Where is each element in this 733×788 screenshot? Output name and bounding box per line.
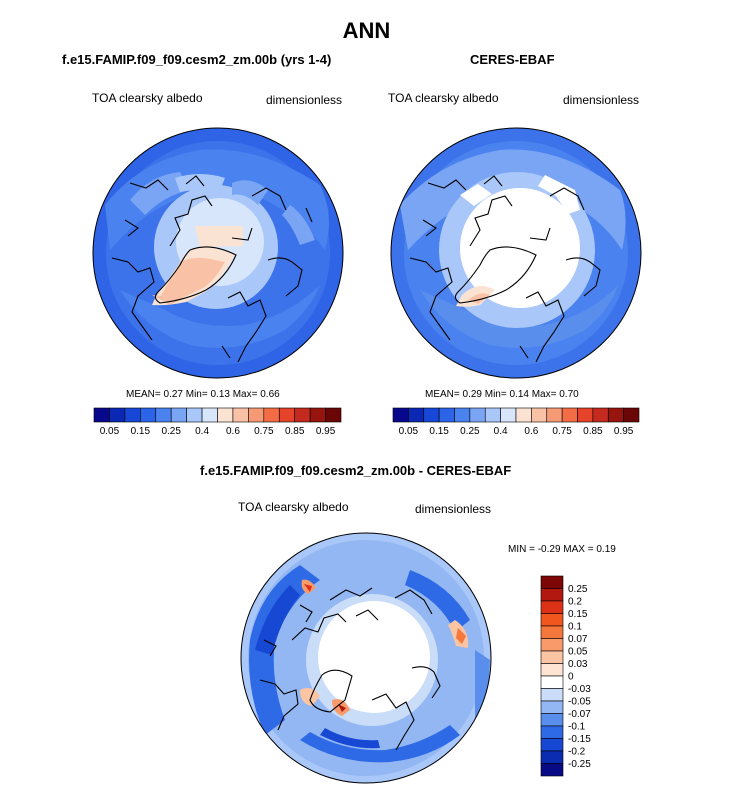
colorbar-obs-swatch [531, 407, 548, 423]
colorbar-obs-tick-label: 0.75 [552, 426, 572, 437]
colorbar-diff-tick-label: -0.03 [568, 684, 591, 695]
colorbar-model-tick-label: 0.6 [226, 426, 240, 437]
colorbar-obs-swatch [607, 407, 624, 423]
panel-model-title: f.e15.FAMIP.f09_f09.cesm2_zm.00b (yrs 1-… [62, 52, 332, 67]
polar-map-obs [390, 127, 642, 379]
colorbar-model-swatch [294, 407, 311, 423]
colorbar-diff-tick-label: 0.07 [568, 634, 588, 645]
panel-obs-title: CERES-EBAF [470, 52, 555, 67]
colorbar-diff-swatch [540, 688, 564, 702]
colorbar-obs-swatch [408, 407, 425, 423]
colorbar-diff-swatch [540, 575, 564, 589]
colorbar-obs-swatch [423, 407, 440, 423]
colorbar-model-swatch [124, 407, 141, 423]
colorbar-diff-tick-label: 0.25 [568, 584, 588, 595]
colorbar-obs-swatch [469, 407, 486, 423]
figure-title: ANN [342, 18, 391, 43]
panel-model-units: dimensionless [266, 93, 343, 107]
colorbar-model-swatch [93, 407, 110, 423]
colorbar-obs-swatch [392, 407, 409, 423]
colorbar-diff-swatch [540, 675, 564, 689]
colorbar-obs-tick-label: 0.95 [614, 426, 634, 437]
colorbar-diff-tick-label: -0.25 [568, 759, 591, 770]
colorbar-diff-swatch [540, 650, 564, 664]
colorbar-diff-swatch [540, 613, 564, 627]
colorbar-obs-swatch [515, 407, 532, 423]
colorbar-diff-tick-label: -0.05 [568, 697, 591, 708]
panel-model-variable: TOA clearsky albedo [92, 91, 203, 105]
colorbar-model-tick-label: 0.05 [100, 426, 120, 437]
colorbar-diff-swatch [540, 638, 564, 652]
colorbar-diff-tick-label: 0 [568, 672, 574, 683]
panel-diff-variable: TOA clearsky albedo [238, 500, 349, 514]
colorbar-diff-swatch [540, 600, 564, 614]
panel-obs-units: dimensionless [563, 93, 640, 107]
panel-model-stats: MEAN= 0.27 Min= 0.13 Max= 0.66 [126, 389, 280, 400]
colorbar-model-swatch [309, 407, 326, 423]
colorbar-obs-swatch [623, 407, 640, 423]
colorbar-model-swatch [263, 407, 280, 423]
colorbar-obs-swatch [546, 407, 563, 423]
colorbar-diff-tick-label: 0.03 [568, 659, 588, 670]
colorbar-diff-tick-label: -0.07 [568, 709, 591, 720]
panel-diff-title: f.e15.FAMIP.f09_f09.cesm2_zm.00b - CERES… [200, 463, 512, 478]
colorbar-model-tick-label: 0.85 [285, 426, 305, 437]
colorbar-model-swatch [140, 407, 157, 423]
colorbar-model-tick-label: 0.15 [131, 426, 151, 437]
colorbar-diff-swatch [540, 625, 564, 639]
colorbar-obs-tick-label: 0.6 [524, 426, 538, 437]
colorbar-diff-tick-label: -0.1 [568, 722, 586, 733]
colorbar-model-tick-label: 0.95 [316, 426, 336, 437]
colorbar-diff-swatch [540, 763, 564, 777]
colorbar-diff-swatch [540, 700, 564, 714]
colorbar-obs-swatch [561, 407, 578, 423]
colorbar-diff-tick-label: 0.1 [568, 622, 582, 633]
panel-obs-variable: TOA clearsky albedo [388, 91, 499, 105]
colorbar-model-tick-label: 0.4 [195, 426, 209, 437]
colorbar-obs-tick-label: 0.4 [494, 426, 508, 437]
colorbar-obs-tick-label: 0.25 [460, 426, 480, 437]
colorbar-diff-swatch [540, 663, 564, 677]
colorbar-diff-tick-label: -0.15 [568, 734, 591, 745]
colorbar-obs-swatch [484, 407, 501, 423]
colorbar-obs-swatch [592, 407, 609, 423]
colorbar-model-swatch [248, 407, 265, 423]
colorbar-diff-swatch [540, 725, 564, 739]
colorbar-diff-swatch [540, 750, 564, 764]
colorbar-diff-tick-label: 0.2 [568, 597, 582, 608]
colorbar-obs-swatch [454, 407, 471, 423]
colorbar-model-tick-label: 0.25 [161, 426, 181, 437]
colorbar-obs-swatch [500, 407, 517, 423]
colorbar-obs-swatch [577, 407, 594, 423]
colorbar-model-swatch [201, 407, 218, 423]
colorbar-model-swatch [232, 407, 249, 423]
colorbar-diff-swatch [540, 588, 564, 602]
polar-map-model [92, 127, 344, 379]
colorbar-diff-swatch [540, 738, 564, 752]
colorbar-model-swatch [186, 407, 203, 423]
colorbar-diff-swatch [540, 713, 564, 727]
colorbar-obs-tick-label: 0.15 [429, 426, 449, 437]
colorbar-diff-tick-label: -0.2 [568, 747, 586, 758]
panel-diff-units: dimensionless [415, 502, 492, 516]
panel-obs-stats: MEAN= 0.29 Min= 0.14 Max= 0.70 [425, 389, 579, 400]
colorbar-model: 0.05 0.15 0.25 0.4 0.6 0.75 0.85 0.95 [93, 407, 342, 437]
colorbar-model-swatch [325, 407, 342, 423]
colorbar-obs-tick-label: 0.05 [399, 426, 419, 437]
colorbar-model-swatch [278, 407, 295, 423]
colorbar-model-swatch [109, 407, 126, 423]
colorbar-diff: 0.250.20.150.10.070.050.030-0.03-0.05-0.… [540, 575, 591, 777]
colorbar-diff-tick-label: 0.05 [568, 647, 588, 658]
colorbar-model-swatch [170, 407, 187, 423]
colorbar-model-tick-label: 0.75 [254, 426, 274, 437]
colorbar-obs-swatch [438, 407, 455, 423]
colorbar-diff-tick-label: 0.15 [568, 609, 588, 620]
colorbar-model-swatch [217, 407, 234, 423]
colorbar-obs: 0.05 0.15 0.25 0.4 0.6 0.75 0.85 0.95 [392, 407, 640, 437]
polar-map-diff [240, 532, 492, 784]
colorbar-obs-tick-label: 0.85 [583, 426, 603, 437]
colorbar-model-swatch [155, 407, 172, 423]
panel-diff-stats: MIN = -0.29 MAX = 0.19 [508, 544, 616, 555]
